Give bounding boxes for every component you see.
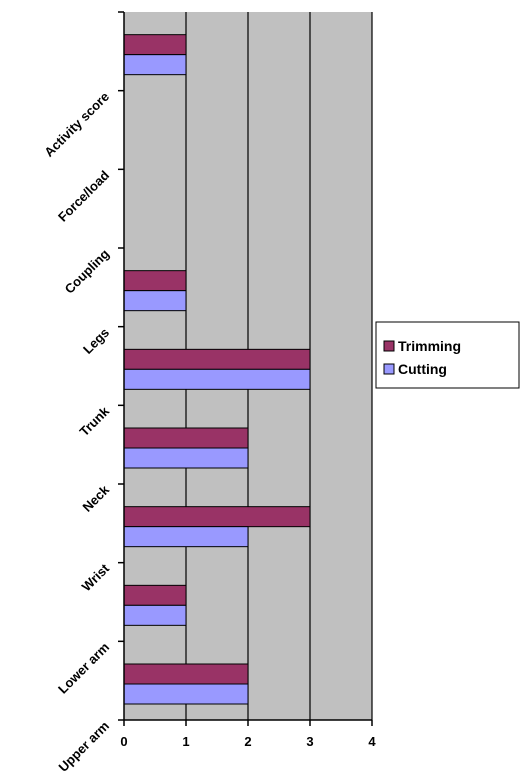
- y-tick-label: Upper arm: [56, 718, 113, 773]
- y-tick-label: Activity score: [41, 89, 112, 160]
- x-tick-label: 0: [120, 734, 127, 749]
- legend-swatch-cutting: [383, 363, 395, 375]
- bar-cutting-trunk: [123, 368, 311, 390]
- bar-trimming-activity-score: [123, 34, 187, 56]
- legend-label-cutting: Cutting: [398, 361, 447, 377]
- bar-cutting-upper-arm: [123, 683, 249, 705]
- x-tick-labels: 0 1 2 3 4: [120, 734, 376, 749]
- x-tick-label: 2: [244, 734, 251, 749]
- y-tick-label: Legs: [80, 325, 112, 357]
- legend-box: [375, 321, 520, 389]
- y-tick-label: Wrist: [79, 560, 113, 594]
- bar-trimming-wrist: [123, 506, 311, 528]
- y-tick-label: Trunk: [76, 403, 112, 439]
- y-tick-label: Force/load: [55, 167, 112, 224]
- bar-trimming-upper-arm: [123, 663, 249, 685]
- x-tick-label: 3: [306, 734, 313, 749]
- bar-cutting-neck: [123, 447, 249, 469]
- axes: [118, 11, 373, 726]
- bar-cutting-lower-arm: [123, 604, 187, 626]
- legend: Trimming Cutting: [375, 321, 520, 389]
- bar-trimming-neck: [123, 427, 249, 449]
- bars: [123, 34, 311, 705]
- y-tick-labels: Upper arm Lower arm Wrist Neck Trunk Legs Coup…: [41, 89, 112, 773]
- bar-cutting-wrist: [123, 526, 249, 548]
- legend-swatch-trimming: [383, 340, 395, 352]
- y-tick-label: Coupling: [62, 246, 112, 296]
- legend-label-trimming: Trimming: [398, 338, 461, 354]
- x-tick-label: 1: [182, 734, 189, 749]
- y-tick-label: Lower arm: [55, 640, 112, 697]
- bar-trimming-trunk: [123, 348, 311, 370]
- bar-trimming-lower-arm: [123, 584, 187, 606]
- x-tick-label: 4: [368, 734, 376, 749]
- bar-trimming-legs: [123, 270, 187, 292]
- y-tick-label: Neck: [80, 482, 113, 515]
- bar-cutting-legs: [123, 290, 187, 312]
- bar-cutting-activity-score: [123, 54, 187, 76]
